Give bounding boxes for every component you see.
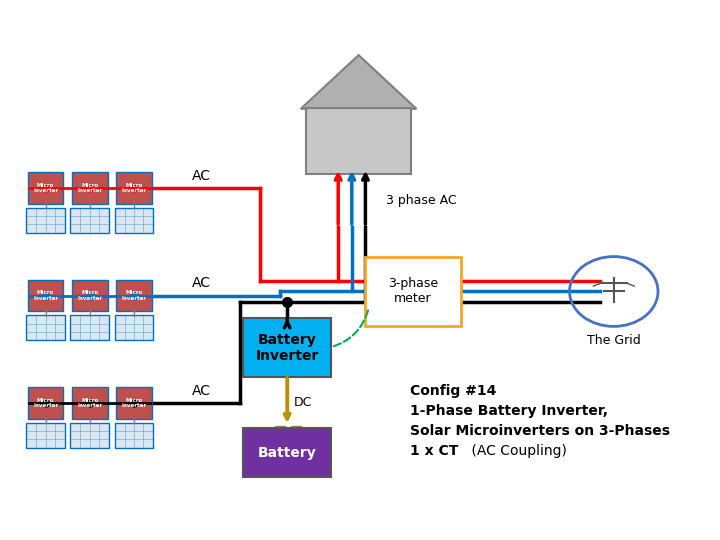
Text: Micro
Inverter: Micro Inverter <box>77 290 102 301</box>
Text: AC: AC <box>192 383 211 397</box>
Text: 3 phase AC: 3 phase AC <box>386 194 456 207</box>
FancyBboxPatch shape <box>26 315 65 340</box>
FancyBboxPatch shape <box>306 108 411 174</box>
FancyBboxPatch shape <box>28 172 63 204</box>
Text: (AC Coupling): (AC Coupling) <box>467 444 567 458</box>
Text: AC: AC <box>295 328 312 341</box>
Text: Config #14: Config #14 <box>410 384 496 398</box>
Text: The Grid: The Grid <box>587 334 641 347</box>
Text: AC: AC <box>192 276 211 290</box>
Text: Micro
Inverter: Micro Inverter <box>77 183 102 193</box>
FancyBboxPatch shape <box>366 256 461 326</box>
Text: Micro
Inverter: Micro Inverter <box>122 290 147 301</box>
FancyBboxPatch shape <box>72 387 107 419</box>
Text: Battery
Inverter: Battery Inverter <box>256 333 319 363</box>
FancyBboxPatch shape <box>72 172 107 204</box>
FancyBboxPatch shape <box>114 315 153 340</box>
FancyBboxPatch shape <box>26 423 65 448</box>
FancyBboxPatch shape <box>72 280 107 312</box>
FancyBboxPatch shape <box>117 280 152 312</box>
Bar <box>275 426 285 431</box>
FancyBboxPatch shape <box>114 423 153 448</box>
Bar <box>291 426 301 431</box>
Text: Micro
Inverter: Micro Inverter <box>122 397 147 408</box>
Text: 1-Phase Battery Inverter,: 1-Phase Battery Inverter, <box>410 404 608 418</box>
FancyBboxPatch shape <box>71 208 109 233</box>
Text: Battery: Battery <box>258 446 317 460</box>
Text: Solar Microinverters on 3-Phases: Solar Microinverters on 3-Phases <box>410 424 670 438</box>
FancyBboxPatch shape <box>71 423 109 448</box>
Text: AC: AC <box>192 168 211 183</box>
Text: Micro
Inverter: Micro Inverter <box>77 397 102 408</box>
Text: Micro
Inverter: Micro Inverter <box>33 183 58 193</box>
FancyBboxPatch shape <box>28 387 63 419</box>
Polygon shape <box>301 55 416 109</box>
Text: Micro
Inverter: Micro Inverter <box>122 183 147 193</box>
FancyBboxPatch shape <box>26 208 65 233</box>
Text: DC: DC <box>294 396 312 409</box>
Text: Micro
Inverter: Micro Inverter <box>33 290 58 301</box>
FancyBboxPatch shape <box>243 319 331 377</box>
FancyBboxPatch shape <box>71 315 109 340</box>
FancyBboxPatch shape <box>114 208 153 233</box>
FancyBboxPatch shape <box>243 428 331 477</box>
FancyBboxPatch shape <box>28 280 63 312</box>
Text: Micro
Inverter: Micro Inverter <box>33 397 58 408</box>
FancyBboxPatch shape <box>117 172 152 204</box>
FancyBboxPatch shape <box>117 387 152 419</box>
Text: 1 x CT: 1 x CT <box>410 444 458 458</box>
Text: 3-phase
meter: 3-phase meter <box>388 278 438 306</box>
